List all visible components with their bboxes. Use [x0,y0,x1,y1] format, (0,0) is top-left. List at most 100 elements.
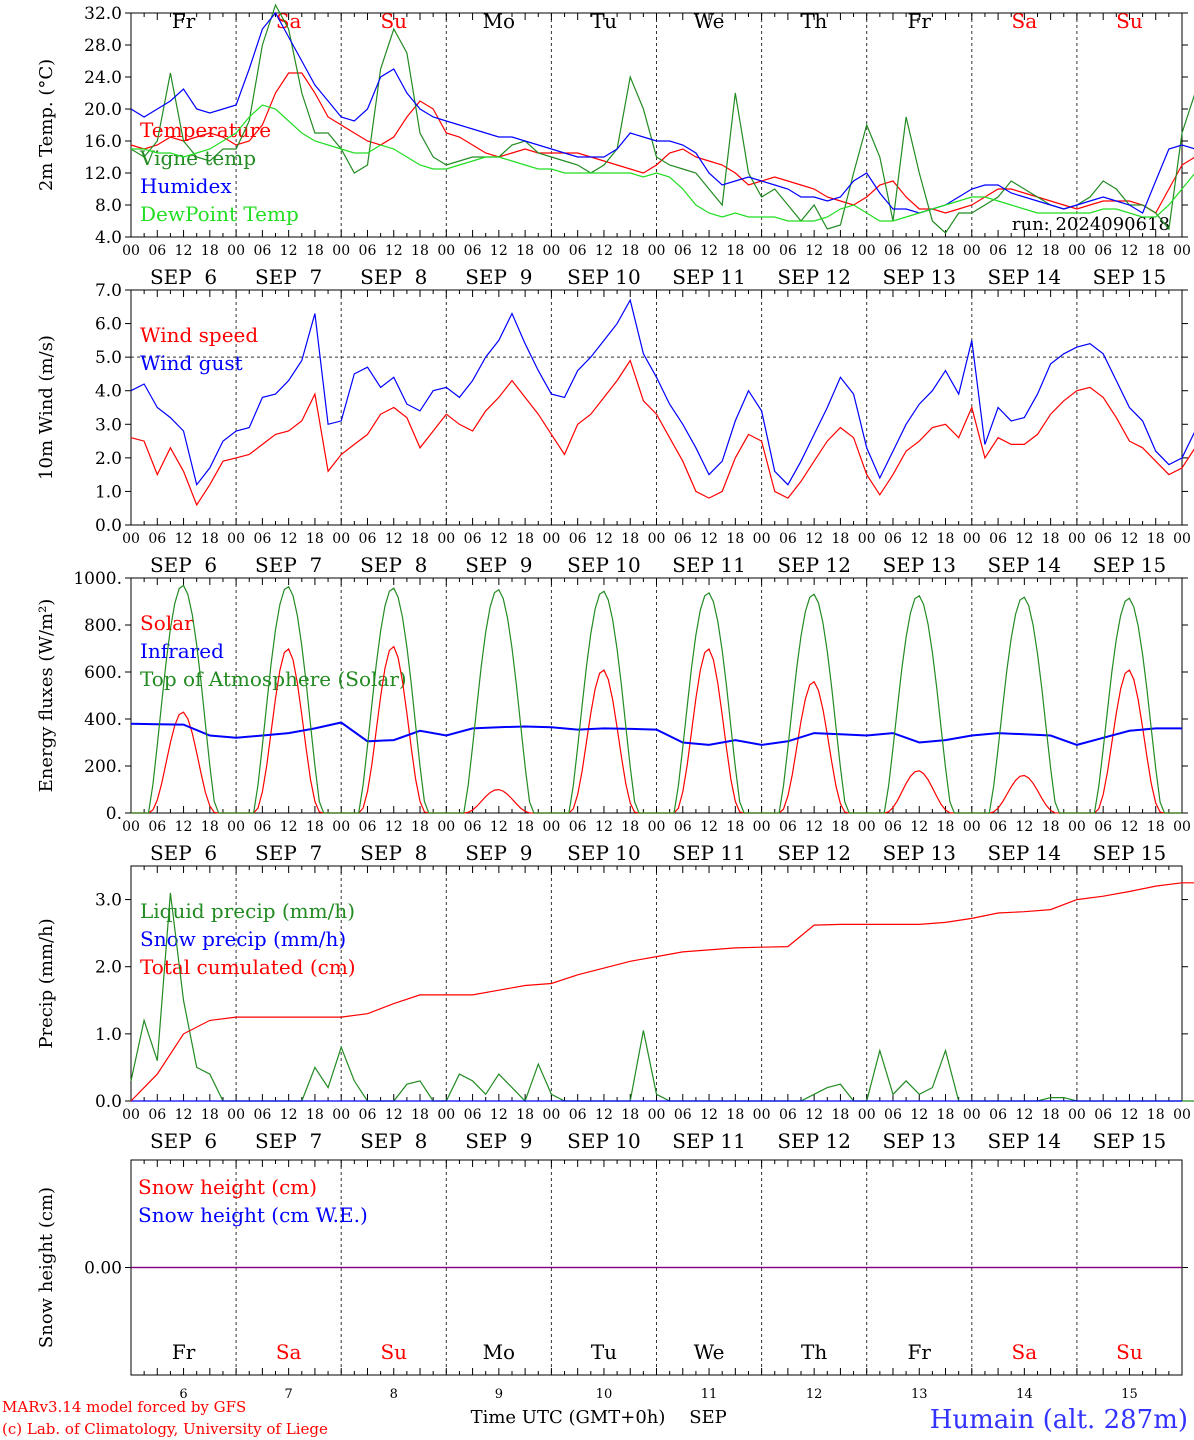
hour-tick-label: 12 [805,243,823,259]
hour-tick-label: 12 [595,1107,613,1123]
y-tick-label: 2.0 [95,958,122,978]
hour-tick-label: 06 [569,819,587,835]
y-tick-label: 600. [84,663,122,683]
date-label: SEP 8 [360,1129,427,1153]
hour-tick-label: 06 [148,531,166,547]
hour-tick-label: 00 [122,819,140,835]
hour-tick-label: 12 [910,531,928,547]
hour-tick-label: 18 [201,819,219,835]
month-label: SEP [689,1407,727,1428]
hour-tick-label: 18 [306,1107,324,1123]
hour-tick-label: 18 [1147,243,1165,259]
hour-tick-label: 00 [122,1107,140,1123]
weekday-label: Fr [172,1340,196,1364]
weekday-label: Tu [591,1340,617,1364]
hour-tick-label: 18 [411,531,429,547]
panel-3: 0. 200. 400. 600. 800. 1000. Energy fluxes (W/… [36,569,1191,865]
hour-tick-label: 00 [542,531,560,547]
weekday-label: Sa [1012,9,1038,33]
hour-tick-label: 06 [253,1107,271,1123]
hour-tick-label: 18 [832,819,850,835]
date-label: SEP 11 [672,841,746,865]
series-line [130,11,1194,214]
y-tick-label: 0.00 [84,1259,122,1279]
hour-tick-label: 00 [963,819,981,835]
legend-vigne-temp: Vigne temp [139,146,256,170]
date-label: SEP 11 [672,265,746,289]
hour-tick-label: 06 [779,819,797,835]
date-label: SEP 9 [465,265,532,289]
y-tick-label: 0.0 [95,516,122,536]
hour-tick-label: 12 [595,531,613,547]
hour-tick-label: 18 [516,243,534,259]
hour-tick-label: 06 [989,531,1007,547]
hour-tick-label: 00 [1068,531,1086,547]
hour-tick-label: 00 [542,819,560,835]
series-line [130,892,1194,1103]
hour-tick-label: 12 [280,819,298,835]
hour-tick-label: 00 [753,243,771,259]
hour-tick-label: 06 [989,243,1007,259]
hour-tick-label: 06 [464,1107,482,1123]
date-label: SEP 12 [777,841,851,865]
hour-tick-label: 12 [490,531,508,547]
hour-tick-label: 06 [884,531,902,547]
lab-credit: (c) Lab. of Climatology, University of L… [2,1420,328,1438]
date-label: SEP 6 [150,1129,217,1153]
hour-tick-label: 18 [516,531,534,547]
legend-total-cumulated-cm-: Total cumulated (cm) [140,955,356,979]
series-line [130,298,1194,487]
y-tick-label: 32.0 [84,4,122,24]
date-label: SEP 11 [672,553,746,577]
weekday-label: Mo [483,1340,516,1364]
hour-tick-label: 12 [490,243,508,259]
hour-tick-label: 00 [122,531,140,547]
hour-tick-label: 12 [175,1107,193,1123]
date-label: SEP 9 [465,553,532,577]
hour-tick-label: 00 [858,243,876,259]
hour-tick-label: 00 [437,531,455,547]
y-tick-label: 4.0 [95,228,122,248]
y-tick-label: 12.0 [84,164,122,184]
y-tick-label: 3.0 [95,415,122,435]
hour-tick-label: 06 [253,531,271,547]
hour-tick-label: 12 [595,243,613,259]
date-label: SEP 13 [882,1129,956,1153]
hour-tick-label: 06 [884,1107,902,1123]
weekday-label: Tu [591,9,617,33]
date-label: SEP 15 [1093,553,1167,577]
weekday-label: Th [801,1340,827,1364]
hour-tick-label: 12 [280,243,298,259]
hour-tick-label: 12 [1015,243,1033,259]
day-number-label: 6 [179,1387,187,1402]
y-tick-label: 200. [84,757,122,777]
y-axis-label: Energy fluxes (W/m²) [36,599,57,793]
hour-tick-label: 00 [753,1107,771,1123]
hour-tick-label: 12 [700,243,718,259]
date-label: SEP 6 [150,553,217,577]
date-label: SEP 7 [255,1129,322,1153]
legend-snow-height-cm-: Snow height (cm) [138,1175,317,1199]
hour-tick-label: 00 [227,243,245,259]
hour-tick-label: 18 [201,243,219,259]
legend-dewpoint-temp: DewPoint Temp [140,202,299,226]
date-label: SEP 12 [777,265,851,289]
hour-tick-label: 06 [1094,243,1112,259]
model-credit: MARv3.14 model forced by GFS [2,1398,246,1416]
series-line [130,72,1194,214]
y-axis-label: 10m Wind (m/s) [36,335,57,480]
hour-tick-label: 12 [1121,819,1139,835]
hour-tick-label: 06 [779,531,797,547]
hour-tick-label: 00 [227,819,245,835]
date-label: SEP 13 [882,841,956,865]
date-label: SEP 8 [360,553,427,577]
weekday-label: Fr [908,1340,932,1364]
date-label: SEP 12 [777,1129,851,1153]
date-label: SEP 10 [567,841,641,865]
date-label: SEP 8 [360,841,427,865]
hour-tick-label: 18 [832,243,850,259]
date-label: SEP 14 [988,265,1062,289]
hour-tick-label: 00 [227,531,245,547]
hour-tick-label: 12 [700,1107,718,1123]
